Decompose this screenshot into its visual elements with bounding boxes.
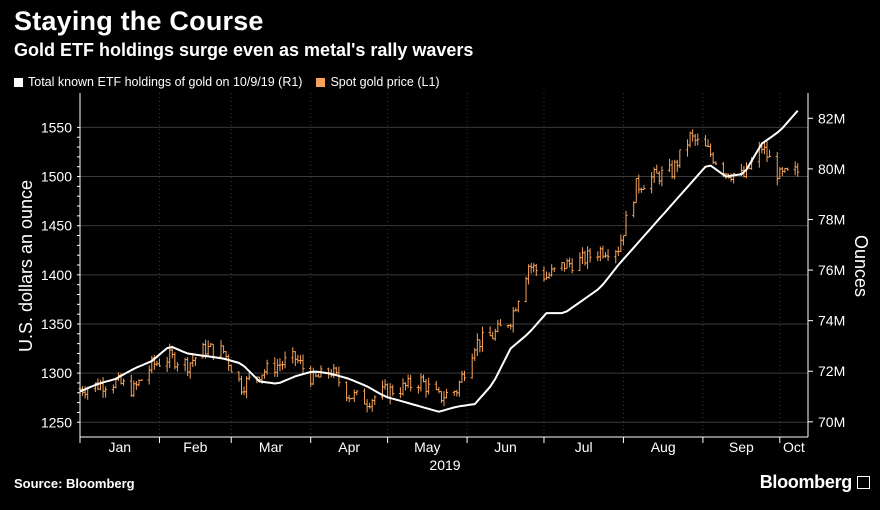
x-tick-Aug: Aug [651,439,676,455]
x-tick-Jan: Jan [108,439,131,455]
x-tick-Mar: Mar [259,439,283,455]
y-tick-left-1250: 1250 [41,414,72,430]
chart-grid [80,93,808,437]
y-tick-left-1300: 1300 [41,365,72,381]
x-tick-Jun: Jun [494,439,517,455]
x-tick-Sep: Sep [729,439,754,455]
x-axis-year-label: 2019 [429,457,460,473]
bloomberg-logo: Bloomberg [759,472,853,492]
x-tick-Apr: Apr [338,439,360,455]
y-axis-label-left: U.S. dollars an ounce [16,180,36,352]
y-tick-left-1500: 1500 [41,169,72,185]
y-axis-label-right: Ounces [851,235,871,297]
chart-subtitle: Gold ETF holdings surge even as metal's … [14,40,474,60]
x-tick-May: May [414,439,440,455]
legend-label-spot-gold: Spot gold price (L1) [330,75,440,89]
etf-holdings-series [79,110,799,413]
y-tick-right-70M: 70M [818,414,845,430]
y-tick-right-80M: 80M [818,161,845,177]
y-tick-right-78M: 78M [818,211,845,227]
source-note: Source: Bloomberg [14,476,135,491]
x-tick-Oct: Oct [783,439,805,455]
y-tick-left-1350: 1350 [41,316,72,332]
legend-label-etf-holdings: Total known ETF holdings of gold on 10/9… [28,75,303,89]
chart-title: Staying the Course [14,6,264,36]
y-tick-right-76M: 76M [818,262,845,278]
bloomberg-terminal-icon [857,476,870,489]
gold-price-series [78,129,800,413]
x-tick-Jul: Jul [575,439,593,455]
chart-axes: 1250 1300 1350 1400 1450 1500 1550 70M 72M 74M 76M… [41,93,845,455]
legend-item-etf-holdings: Total known ETF holdings of gold on 10/9… [14,75,302,89]
chart-legend: Total known ETF holdings of gold on 10/9… [14,75,440,89]
x-tick-Feb: Feb [183,439,207,455]
y-tick-left-1450: 1450 [41,218,72,234]
etf-holdings-line [79,110,799,413]
legend-swatch-spot-gold [316,77,326,87]
legend-item-spot-gold: Spot gold price (L1) [316,75,440,89]
legend-swatch-etf-holdings [14,77,23,87]
y-tick-right-82M: 82M [818,110,845,126]
y-tick-left-1550: 1550 [41,119,72,135]
y-tick-right-74M: 74M [818,313,845,329]
y-tick-left-1400: 1400 [41,267,72,283]
y-tick-right-72M: 72M [818,363,845,379]
